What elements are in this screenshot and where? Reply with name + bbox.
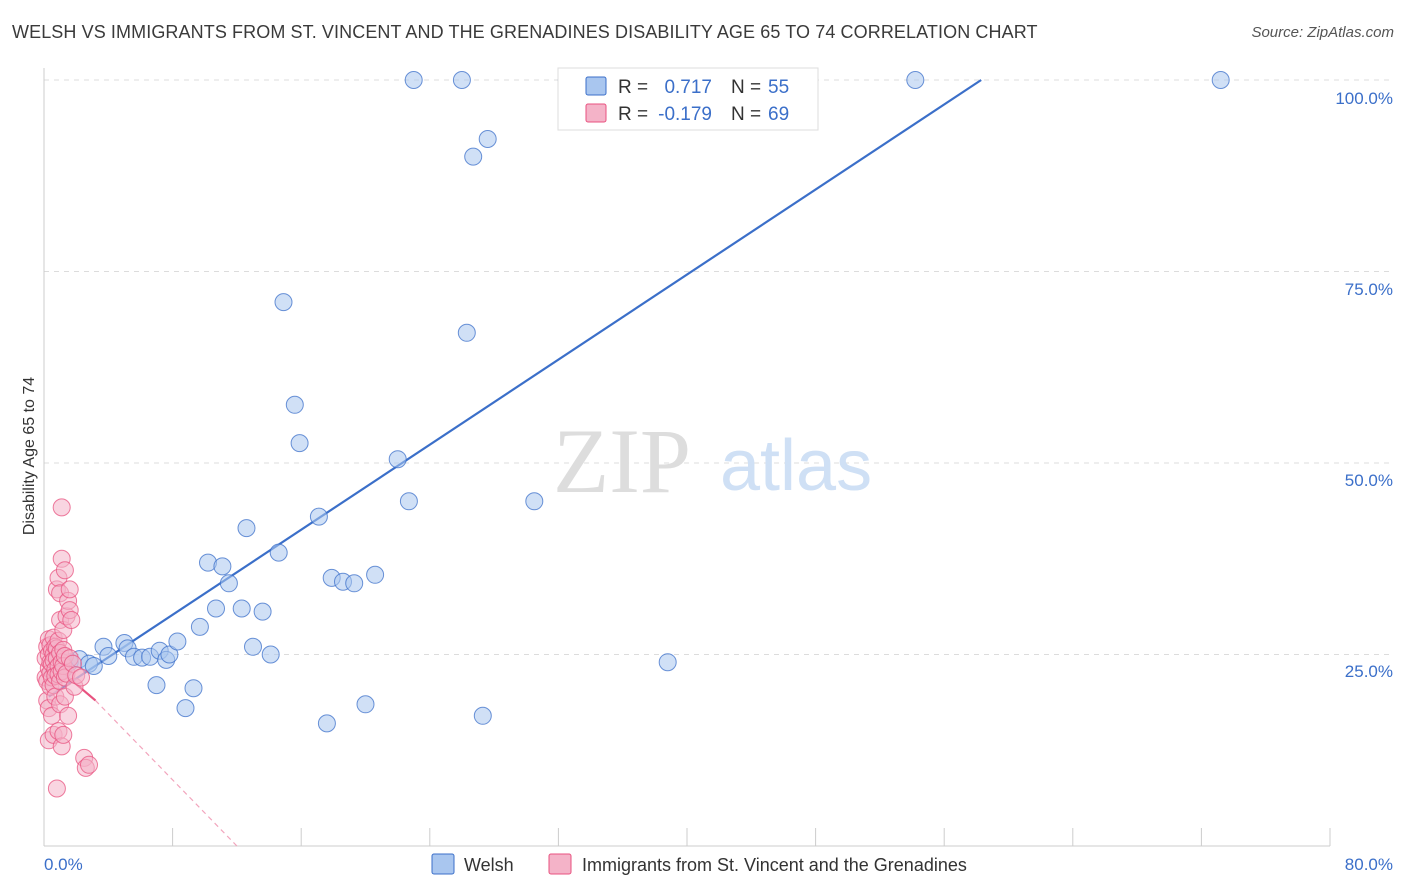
point-immigrants-30: [47, 779, 66, 798]
point-welsh-44: [452, 71, 471, 89]
legend-n-value-welsh: 55: [768, 77, 789, 98]
watermark-zip: ZIP: [553, 410, 691, 512]
point-welsh-47: [473, 706, 492, 725]
point-welsh-41: [388, 450, 407, 469]
point-welsh-35: [317, 714, 336, 733]
legend-r-label-immigrants: R =: [618, 104, 648, 125]
point-welsh-23: [213, 557, 232, 576]
point-welsh-26: [237, 519, 256, 538]
point-welsh-33: [290, 434, 309, 453]
point-welsh-53: [906, 71, 925, 89]
bottom-legend: Welsh Immigrants from St. Vincent and th…: [431, 853, 967, 875]
point-immigrants-65: [72, 668, 90, 687]
bottom-legend-swatch-welsh: [431, 853, 455, 875]
point-welsh-49: [525, 492, 544, 511]
point-welsh-27: [244, 637, 262, 656]
point-welsh-32: [285, 395, 304, 414]
bottom-legend-label-welsh: Welsh: [464, 855, 514, 875]
point-welsh-42: [399, 492, 418, 511]
point-welsh-22: [207, 599, 225, 618]
point-welsh-20: [190, 617, 209, 636]
x-tick-label-min: 0.0%: [44, 855, 83, 874]
point-immigrants-57: [59, 706, 78, 725]
point-welsh-7: [99, 647, 118, 665]
legend-r-value-welsh: 0.717: [664, 77, 712, 98]
legend-n-label-welsh: N =: [731, 77, 761, 98]
point-welsh-24: [219, 574, 238, 593]
point-welsh-29: [261, 645, 280, 664]
point-welsh-46: [464, 147, 483, 166]
y-tick-label-100: 100.0%: [1335, 89, 1393, 108]
trend-line-welsh: [48, 79, 982, 698]
point-welsh-13: [147, 676, 166, 695]
point-welsh-51: [658, 653, 677, 672]
legend-n-value-immigrants: 69: [768, 104, 789, 125]
y-tick-label-50: 50.0%: [1345, 471, 1393, 490]
point-immigrants-68: [80, 755, 98, 774]
point-welsh-48: [478, 130, 497, 148]
x-tick-label-max: 80.0%: [1345, 855, 1393, 874]
point-welsh-34: [309, 507, 328, 526]
point-welsh-38: [345, 574, 364, 593]
legend-r-value-immigrants: -0.179: [658, 104, 712, 125]
legend-r-label-welsh: R =: [618, 77, 648, 98]
y-tick-label-75: 75.0%: [1345, 280, 1393, 299]
point-immigrants-41: [52, 498, 71, 517]
bottom-legend-label-immigrants: Immigrants from St. Vincent and the Gren…: [582, 855, 967, 875]
point-immigrants-58: [60, 580, 79, 599]
point-welsh-39: [356, 695, 375, 714]
point-welsh-40: [366, 565, 385, 584]
point-immigrants-61: [62, 611, 81, 629]
stats-legend: R = 0.717 N = 55 R = -0.179 N = 69: [557, 67, 819, 131]
data-points: [36, 71, 1230, 798]
point-welsh-43: [404, 71, 423, 89]
point-welsh-28: [253, 602, 272, 621]
point-welsh-18: [176, 699, 195, 718]
point-welsh-25: [232, 599, 251, 618]
point-welsh-5: [84, 657, 103, 675]
legend-swatch-welsh: [585, 76, 607, 96]
chart-source: Source: ZipAtlas.com: [1251, 24, 1394, 41]
gridlines: [44, 79, 1393, 655]
point-immigrants-49: [54, 725, 73, 744]
watermark-atlas: atlas: [720, 426, 872, 506]
legend-n-label-immigrants: N =: [731, 104, 761, 125]
bottom-legend-swatch-immigrants: [548, 853, 572, 875]
point-welsh-31: [274, 293, 293, 312]
y-tick-label-25: 25.0%: [1345, 662, 1393, 681]
trend-extension-immigrants: [95, 700, 238, 847]
y-axis-title: Disability Age 65 to 74: [21, 377, 38, 535]
point-welsh-19: [184, 679, 203, 698]
point-welsh-54: [1211, 71, 1230, 89]
legend-swatch-immigrants: [585, 103, 607, 123]
point-welsh-45: [457, 323, 476, 342]
point-welsh-30: [269, 543, 288, 562]
chart-title: WELSH VS IMMIGRANTS FROM ST. VINCENT AND…: [12, 22, 1038, 42]
point-welsh-17: [168, 632, 187, 651]
point-welsh-16: [160, 645, 179, 664]
point-immigrants-50: [55, 561, 74, 580]
